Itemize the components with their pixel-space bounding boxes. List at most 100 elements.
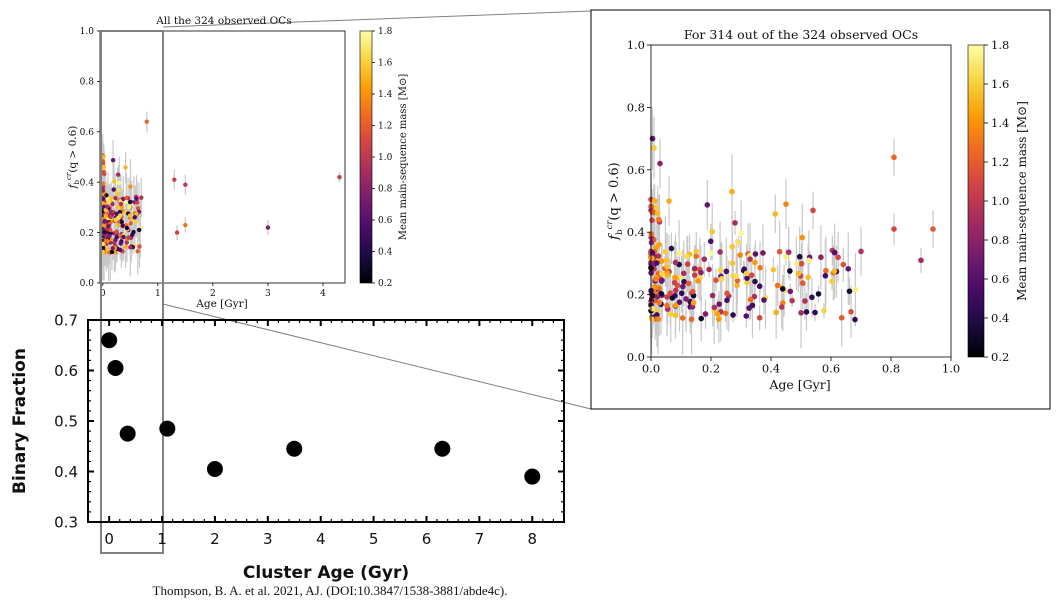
data-point [676, 299, 683, 305]
y-tick-label: 0.4 [54, 463, 78, 481]
data-point [108, 195, 114, 201]
data-point [655, 253, 662, 259]
colorbar-tick-label: 0.4 [378, 248, 393, 258]
top-left-axes-frame [99, 30, 346, 284]
y-tick-label: 0.5 [54, 412, 78, 430]
data-point [698, 315, 705, 322]
data-point [858, 248, 864, 255]
data-point [681, 278, 687, 285]
data-point [846, 288, 853, 295]
data-point [774, 282, 781, 289]
data-point [783, 254, 789, 260]
data-point [709, 228, 716, 235]
data-point [795, 270, 802, 277]
data-point [891, 226, 897, 232]
data-point [718, 275, 725, 282]
right-points [648, 135, 936, 323]
data-point [672, 287, 679, 294]
data-point [127, 205, 132, 210]
data-point [773, 309, 779, 316]
x-tick-label: 4 [316, 530, 326, 548]
data-point [657, 160, 663, 167]
data-point [183, 222, 188, 228]
data-point [659, 277, 665, 284]
data-point [111, 187, 116, 192]
data-point [685, 280, 692, 287]
data-point [664, 263, 670, 270]
right-ylabel: fbcr(q > 0.6) [605, 162, 625, 240]
data-point [891, 154, 897, 161]
data-point [107, 199, 112, 204]
bottom-left-ylabel: Binary Fraction [10, 348, 30, 494]
data-point [134, 211, 139, 216]
x-tick-label: 0.0 [642, 362, 660, 376]
data-point [650, 292, 656, 299]
data-point [693, 253, 700, 259]
data-point [799, 280, 806, 286]
data-point [103, 207, 108, 213]
data-point [823, 267, 829, 274]
data-point [835, 254, 841, 261]
data-point [114, 234, 119, 240]
data-point [672, 274, 678, 281]
data-point [653, 260, 660, 266]
binary-fraction-point [107, 359, 124, 376]
data-point [109, 249, 115, 255]
data-point [713, 277, 719, 283]
data-point [337, 174, 342, 180]
data-point [723, 268, 730, 275]
data-point [110, 157, 116, 163]
data-point [128, 184, 133, 189]
bottom-left-axes-frame [87, 319, 565, 523]
data-point [805, 257, 812, 264]
data-point [105, 204, 110, 209]
data-point [733, 273, 740, 280]
bottom-left-scatter-panel: 0 1 2 3 4 5 6 7 8 0.3 0.4 0.5 0.6 0.7 Cluster Age (Gy… [10, 311, 565, 583]
data-point [672, 312, 679, 319]
top-left-ticks: 0 1 2 3 4 0.0 0.2 0.4 0.6 0.8 1.0 [80, 27, 326, 299]
data-point [133, 219, 139, 225]
top-left-scatter-panel: All the 324 observed OCs 0 1 2 3 40.00.20.40… [65, 15, 409, 310]
data-point [654, 210, 661, 217]
data-point [698, 269, 704, 276]
data-point [110, 246, 115, 251]
data-point [724, 290, 730, 297]
right-colorbar-label: Mean main-sequence mass [M⊙] [1015, 101, 1029, 301]
data-point [716, 316, 722, 322]
data-point [684, 261, 691, 267]
x-tick-label: 7 [475, 530, 485, 548]
binary-fraction-point [159, 420, 176, 437]
y-tick-label: 0.3 [54, 513, 78, 531]
top-left-title: All the 324 observed OCs [155, 15, 291, 27]
data-point [805, 274, 811, 281]
data-point [729, 188, 735, 195]
colorbar-tick-label: 0.8 [991, 233, 1009, 247]
data-point [652, 283, 658, 290]
data-point [760, 250, 766, 256]
data-point [708, 250, 714, 256]
data-point [106, 223, 111, 229]
data-point [104, 193, 109, 198]
data-point [822, 272, 829, 279]
data-point [831, 249, 838, 256]
colorbar-tick-label: 1.0 [378, 153, 393, 163]
data-point [741, 266, 748, 273]
data-point [123, 244, 128, 250]
data-point [672, 259, 679, 266]
x-tick-label: 0.6 [822, 362, 840, 376]
data-point [664, 302, 670, 309]
data-point [711, 304, 718, 311]
data-point [124, 240, 129, 245]
data-point [653, 204, 659, 211]
data-point [707, 238, 714, 245]
data-point [688, 316, 695, 323]
data-point [831, 268, 838, 274]
data-point [848, 309, 854, 315]
data-point [648, 239, 655, 246]
data-point [658, 290, 665, 297]
data-point [695, 278, 701, 284]
data-point [123, 165, 128, 170]
data-point [101, 164, 107, 170]
right-ticks: 0.0 0.2 0.4 0.6 0.8 1.0 0.0 0.2 0.4 0.6 0.8 1.0 [627, 38, 960, 375]
data-point [701, 256, 708, 263]
